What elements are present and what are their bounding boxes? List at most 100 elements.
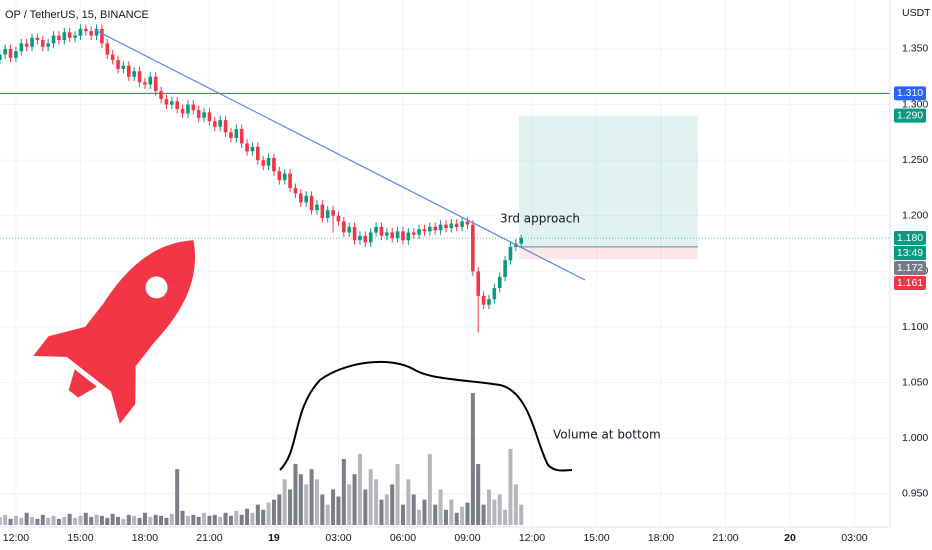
volume-bar bbox=[126, 514, 131, 525]
candle-body bbox=[465, 221, 470, 225]
volume-bar bbox=[454, 512, 459, 525]
x-tick-label: 21:00 bbox=[196, 532, 222, 544]
volume-bar bbox=[3, 514, 8, 525]
volume-bar bbox=[51, 515, 56, 525]
price-label: 1.180 bbox=[897, 232, 923, 244]
candle-body bbox=[191, 104, 196, 111]
volume-bar bbox=[497, 494, 502, 525]
price-unit: USDT bbox=[902, 7, 931, 19]
x-tick-label: 03:00 bbox=[841, 532, 867, 544]
volume-bar bbox=[245, 508, 250, 525]
candle-body bbox=[159, 91, 163, 99]
volume-bar bbox=[411, 494, 416, 525]
candle-body bbox=[164, 98, 169, 105]
price-label: 1.172 bbox=[897, 262, 923, 274]
volume-bar bbox=[19, 517, 24, 525]
volume-bar bbox=[503, 509, 508, 525]
x-tick-label: 12:00 bbox=[519, 532, 545, 544]
candle-body bbox=[24, 43, 29, 47]
candle-body bbox=[454, 223, 459, 227]
volume-bar bbox=[331, 489, 336, 525]
candle-body bbox=[487, 299, 491, 305]
candle-body bbox=[196, 110, 201, 118]
candle-body bbox=[170, 101, 174, 105]
target-zone bbox=[519, 115, 698, 247]
candle-body bbox=[94, 28, 99, 36]
candle-body bbox=[40, 40, 45, 47]
volume-bar bbox=[492, 499, 497, 525]
candle-body bbox=[315, 204, 319, 211]
candle-body bbox=[186, 104, 190, 114]
candle-body bbox=[411, 232, 416, 235]
candle-body bbox=[401, 231, 405, 241]
candle-body bbox=[234, 129, 239, 138]
grid bbox=[0, 0, 890, 525]
volume-bar bbox=[46, 517, 51, 525]
volume-bar bbox=[465, 502, 470, 525]
volume-bar bbox=[153, 514, 158, 525]
candle-body bbox=[325, 210, 330, 219]
candle-body bbox=[460, 221, 464, 227]
candle-body bbox=[137, 71, 142, 83]
candle-body bbox=[508, 246, 513, 261]
volume-bar bbox=[390, 484, 395, 525]
volume-bar bbox=[169, 513, 174, 525]
candle-body bbox=[444, 224, 448, 229]
volume-bar bbox=[73, 517, 78, 525]
volume-bar bbox=[255, 504, 260, 525]
candle-body bbox=[320, 204, 325, 219]
axes: 1.3501.3001.2501.2001.1501.1001.0501.000… bbox=[3, 43, 929, 544]
candle-body bbox=[132, 71, 136, 77]
candle-body bbox=[218, 120, 222, 127]
volume-bar bbox=[24, 512, 29, 525]
volume-bar bbox=[513, 484, 518, 525]
candle-body bbox=[476, 271, 481, 296]
x-tick-label: 15:00 bbox=[583, 532, 609, 544]
volume-bar bbox=[271, 499, 276, 525]
candle-body bbox=[143, 82, 147, 85]
candle-body bbox=[299, 193, 303, 203]
volume-bar bbox=[357, 453, 362, 525]
candle-body bbox=[438, 224, 443, 231]
volume-bar bbox=[83, 512, 88, 525]
candle-body bbox=[127, 65, 131, 77]
volume-bar bbox=[422, 499, 427, 525]
volume-bar bbox=[223, 512, 228, 525]
volume-bar bbox=[148, 516, 153, 525]
candle-body bbox=[223, 120, 228, 133]
price-label-box bbox=[894, 261, 926, 276]
candle-body bbox=[105, 43, 110, 55]
volume-pane bbox=[0, 393, 524, 525]
x-tick-label: 21:00 bbox=[712, 532, 738, 544]
annotation: Volume at bottom bbox=[553, 428, 661, 442]
volume-bar bbox=[443, 509, 448, 525]
volume-bar bbox=[427, 453, 432, 525]
volume-bar bbox=[320, 494, 325, 525]
x-tick-label: 18:00 bbox=[132, 532, 158, 544]
volume-bar bbox=[261, 509, 266, 525]
volume-bar bbox=[266, 502, 271, 525]
candle-body bbox=[304, 195, 308, 203]
volume-bar bbox=[519, 504, 524, 525]
candle-body bbox=[153, 76, 158, 92]
volume-bar bbox=[35, 518, 40, 525]
candle-body bbox=[266, 157, 271, 166]
position-zones bbox=[0, 92, 890, 260]
volume-bar bbox=[325, 504, 330, 525]
volume-bar bbox=[438, 489, 443, 525]
price-label: 1.310 bbox=[897, 87, 923, 99]
candle-body bbox=[100, 28, 104, 44]
volume-bar bbox=[379, 499, 384, 525]
x-tick-label: 15:00 bbox=[67, 532, 93, 544]
volume-bar bbox=[202, 512, 207, 525]
volume-bar bbox=[282, 479, 287, 525]
volume-bar bbox=[476, 464, 481, 525]
volume-bar bbox=[89, 516, 94, 525]
volume-bar bbox=[304, 484, 309, 525]
volume-bar bbox=[368, 469, 373, 525]
volume-bar bbox=[110, 513, 115, 525]
candle-body bbox=[363, 235, 368, 243]
candle-body bbox=[229, 132, 233, 138]
y-tick-label: 1.350 bbox=[902, 43, 928, 55]
volume-bar bbox=[384, 494, 389, 525]
